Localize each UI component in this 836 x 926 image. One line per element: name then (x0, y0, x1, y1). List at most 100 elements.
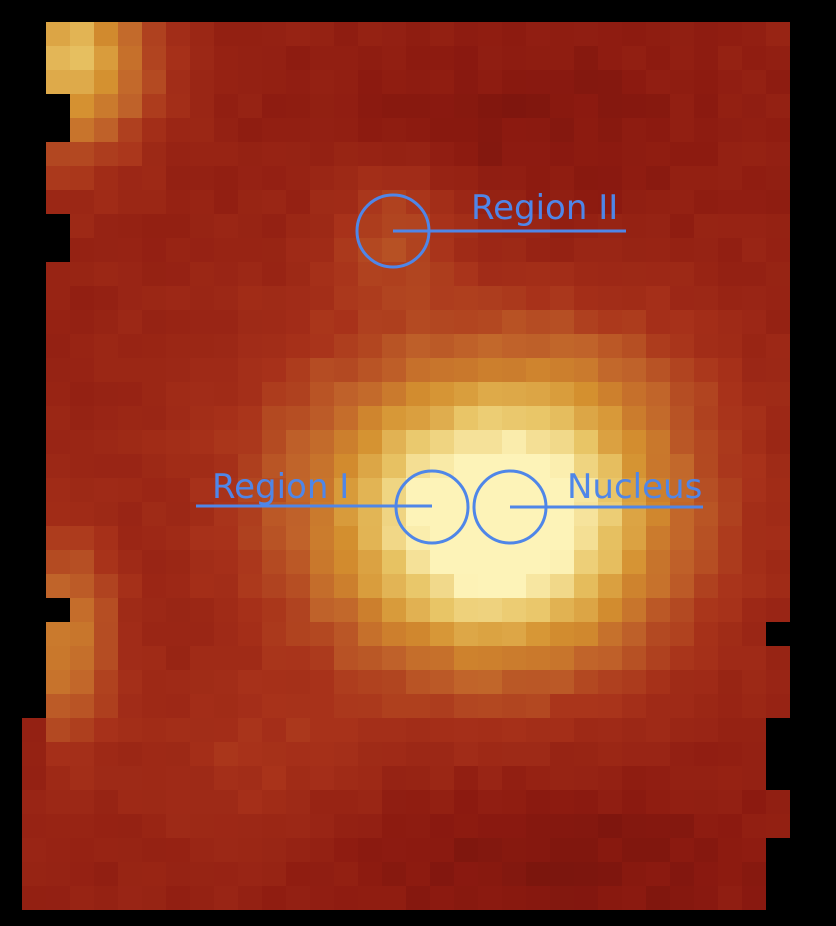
intensity-pixel (742, 646, 766, 670)
intensity-pixel (94, 670, 118, 694)
intensity-pixel (550, 22, 574, 46)
intensity-pixel (238, 646, 262, 670)
intensity-pixel (694, 190, 718, 214)
intensity-pixel (718, 166, 742, 190)
intensity-pixel (70, 694, 94, 718)
intensity-pixel (70, 22, 94, 46)
intensity-pixel (478, 574, 502, 598)
intensity-pixel (502, 94, 526, 118)
intensity-pixel (646, 334, 670, 358)
intensity-pixel (742, 886, 766, 910)
intensity-pixel (454, 190, 478, 214)
intensity-pixel (622, 526, 646, 550)
intensity-pixel (262, 22, 286, 46)
intensity-pixel (166, 334, 190, 358)
intensity-pixel (70, 238, 94, 262)
intensity-pixel (670, 526, 694, 550)
intensity-pixel (766, 310, 790, 334)
intensity-pixel (190, 118, 214, 142)
intensity-pixel (238, 238, 262, 262)
intensity-pixel (406, 790, 430, 814)
intensity-pixel (694, 454, 718, 478)
intensity-pixel (118, 598, 142, 622)
intensity-pixel (478, 310, 502, 334)
intensity-pixel (70, 574, 94, 598)
intensity-pixel (574, 622, 598, 646)
intensity-pixel (70, 526, 94, 550)
intensity-pixel (334, 886, 358, 910)
intensity-pixel (622, 118, 646, 142)
intensity-pixel (430, 214, 454, 238)
intensity-pixel (142, 334, 166, 358)
intensity-pixel (142, 718, 166, 742)
intensity-pixel (214, 766, 238, 790)
intensity-pixel (670, 286, 694, 310)
intensity-map (22, 22, 790, 910)
intensity-pixel (670, 118, 694, 142)
intensity-pixel (70, 70, 94, 94)
intensity-pixel (430, 262, 454, 286)
intensity-pixel (190, 238, 214, 262)
intensity-pixel (262, 742, 286, 766)
intensity-pixel (646, 550, 670, 574)
intensity-pixel (310, 598, 334, 622)
intensity-pixel (94, 70, 118, 94)
intensity-pixel (358, 94, 382, 118)
intensity-pixel (574, 142, 598, 166)
intensity-pixel (718, 286, 742, 310)
intensity-pixel (286, 694, 310, 718)
intensity-pixel (166, 262, 190, 286)
intensity-pixel (478, 118, 502, 142)
intensity-pixel (406, 862, 430, 886)
intensity-pixel (718, 118, 742, 142)
intensity-pixel (742, 262, 766, 286)
intensity-pixel (238, 70, 262, 94)
intensity-pixel (598, 94, 622, 118)
intensity-pixel (70, 214, 94, 238)
intensity-pixel (694, 334, 718, 358)
intensity-pixel (622, 310, 646, 334)
intensity-pixel (358, 694, 382, 718)
intensity-pixel (238, 478, 262, 502)
intensity-pixel (430, 310, 454, 334)
intensity-pixel (334, 142, 358, 166)
intensity-pixel (670, 358, 694, 382)
intensity-pixel (598, 838, 622, 862)
intensity-pixel (382, 694, 406, 718)
intensity-pixel (718, 214, 742, 238)
intensity-pixel (526, 94, 550, 118)
intensity-pixel (478, 262, 502, 286)
intensity-pixel (598, 550, 622, 574)
intensity-pixel (646, 742, 670, 766)
intensity-pixel (118, 262, 142, 286)
intensity-pixel (742, 814, 766, 838)
intensity-pixel (94, 94, 118, 118)
intensity-pixel (262, 814, 286, 838)
intensity-pixel (454, 670, 478, 694)
intensity-pixel (454, 94, 478, 118)
intensity-pixel (310, 46, 334, 70)
intensity-pixel (478, 214, 502, 238)
intensity-pixel (478, 238, 502, 262)
intensity-pixel (478, 694, 502, 718)
intensity-pixel (718, 526, 742, 550)
intensity-pixel (214, 430, 238, 454)
intensity-pixel (694, 670, 718, 694)
intensity-pixel (310, 358, 334, 382)
intensity-pixel (502, 886, 526, 910)
intensity-pixel (118, 214, 142, 238)
intensity-pixel (70, 94, 94, 118)
intensity-pixel (358, 22, 382, 46)
intensity-pixel (358, 214, 382, 238)
intensity-pixel (526, 142, 550, 166)
intensity-pixel (406, 310, 430, 334)
intensity-pixel (262, 214, 286, 238)
intensity-pixel (190, 382, 214, 406)
intensity-pixel (142, 646, 166, 670)
intensity-pixel (166, 718, 190, 742)
intensity-pixel (358, 142, 382, 166)
intensity-pixel (598, 598, 622, 622)
intensity-pixel (118, 742, 142, 766)
intensity-pixel (478, 862, 502, 886)
intensity-pixel (646, 598, 670, 622)
